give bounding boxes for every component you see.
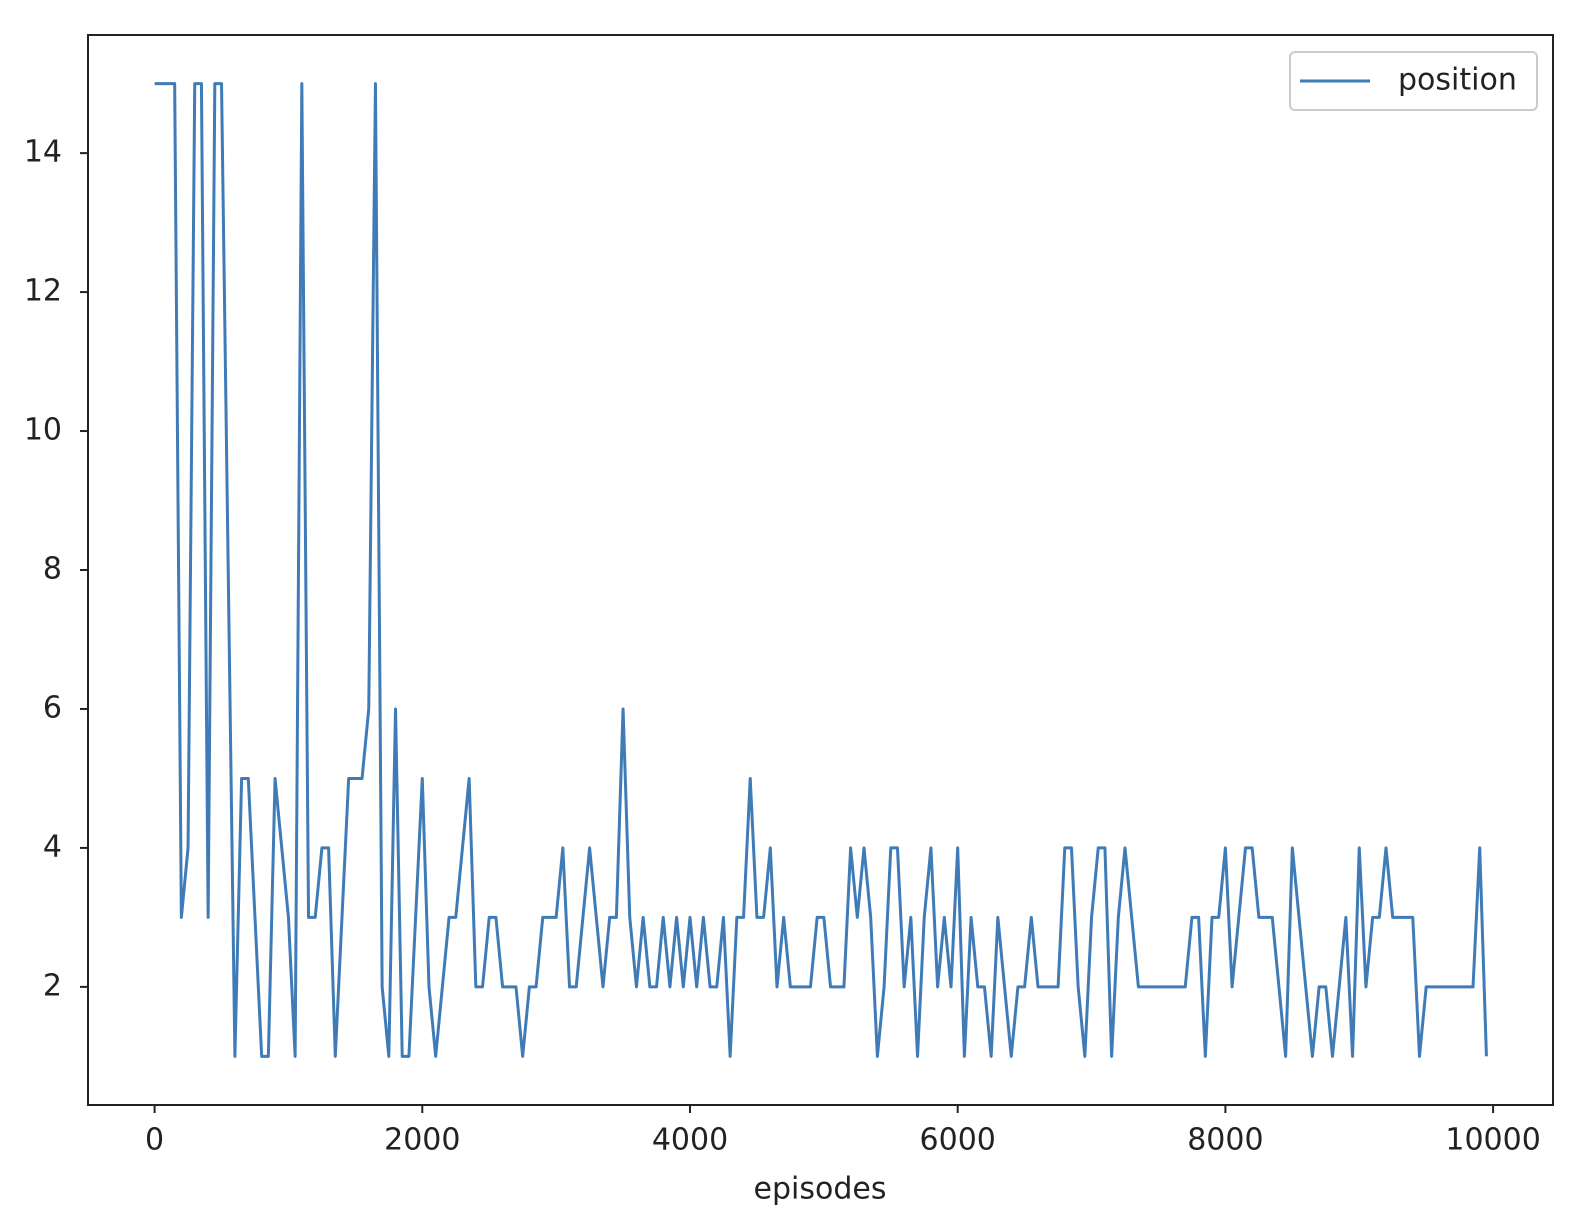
x-tick-label: 6000 bbox=[920, 1123, 996, 1158]
legend-label: position bbox=[1398, 63, 1517, 98]
y-tick-label: 14 bbox=[24, 135, 62, 170]
x-tick-label: 10000 bbox=[1445, 1123, 1540, 1158]
legend-box bbox=[1289, 51, 1538, 111]
y-tick-label: 8 bbox=[43, 552, 62, 587]
x-axis-label: episodes bbox=[754, 1172, 887, 1207]
data-line bbox=[154, 82, 1488, 1058]
x-tick-label: 4000 bbox=[652, 1123, 728, 1158]
y-tick-label: 6 bbox=[43, 690, 62, 725]
x-tick-label: 0 bbox=[145, 1123, 164, 1158]
y-tick-label: 12 bbox=[24, 274, 62, 309]
x-tick-label: 2000 bbox=[384, 1123, 460, 1158]
x-tick-label: 8000 bbox=[1187, 1123, 1263, 1158]
y-tick-label: 2 bbox=[43, 968, 62, 1003]
y-tick-label: 4 bbox=[43, 829, 62, 864]
plot-frame bbox=[87, 34, 1554, 1106]
y-tick-label: 10 bbox=[24, 413, 62, 448]
